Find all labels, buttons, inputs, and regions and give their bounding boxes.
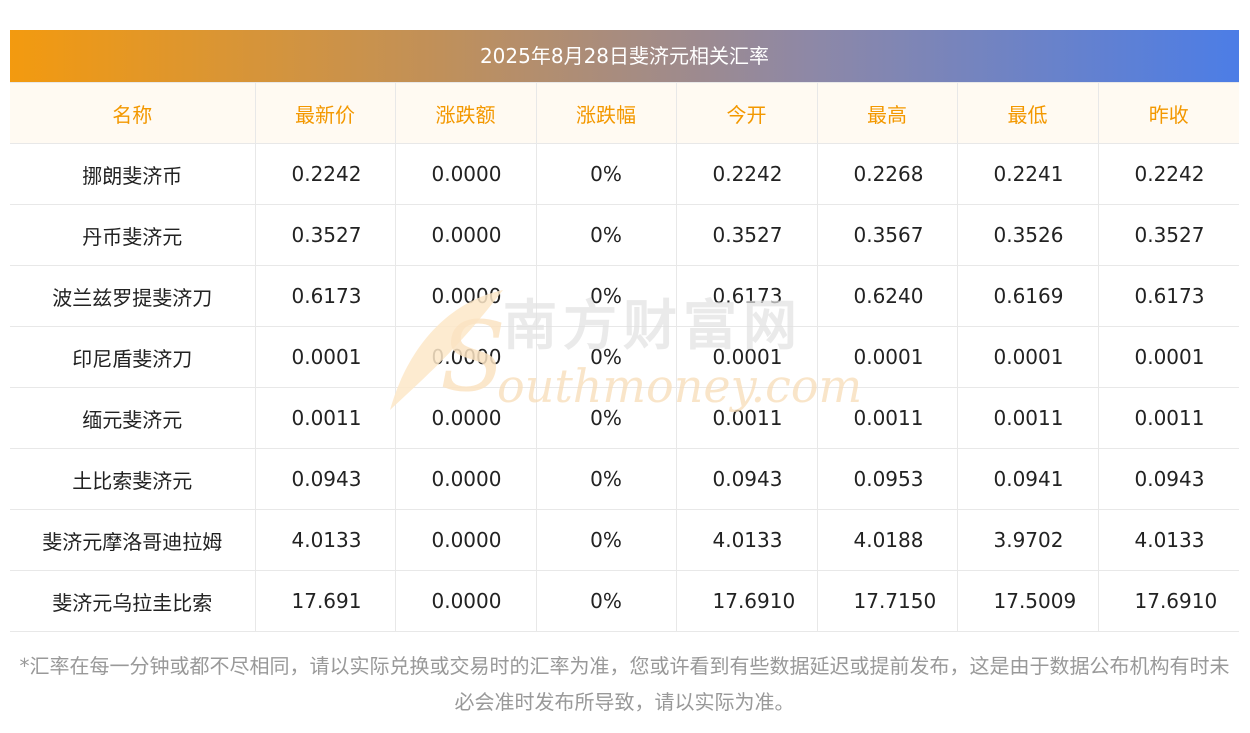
cell-change: 0.0000 bbox=[394, 204, 537, 266]
cell-high: 0.2268 bbox=[816, 143, 958, 205]
cell-latest: 0.0943 bbox=[254, 448, 396, 510]
table-row: 挪朗斐济币 0.2242 0.0000 0% 0.2242 0.2268 0.2… bbox=[10, 143, 1239, 205]
cell-high: 4.0188 bbox=[816, 509, 958, 571]
cell-low: 0.0001 bbox=[956, 326, 1099, 388]
cell-high: 0.6240 bbox=[816, 265, 958, 327]
cell-high: 17.7150 bbox=[816, 570, 958, 632]
cell-low: 3.9702 bbox=[956, 509, 1099, 571]
cell-prev-close: 0.6173 bbox=[1097, 265, 1239, 327]
cell-open: 0.2242 bbox=[675, 143, 818, 205]
cell-change-pct: 0% bbox=[535, 265, 677, 327]
cell-prev-close: 17.6910 bbox=[1097, 570, 1239, 632]
cell-change: 0.0000 bbox=[394, 143, 537, 205]
column-header-low: 最低 bbox=[956, 82, 1099, 144]
cell-low: 17.5009 bbox=[956, 570, 1099, 632]
cell-change: 0.0000 bbox=[394, 265, 537, 327]
disclaimer-note: *汇率在每一分钟或都不尽相同，请以实际兑换或交易时的汇率为准，您或许看到有些数据… bbox=[19, 654, 1230, 714]
column-header-change: 涨跌额 bbox=[394, 82, 537, 144]
cell-change: 0.0000 bbox=[394, 326, 537, 388]
cell-change: 0.0000 bbox=[394, 448, 537, 510]
cell-latest: 17.691 bbox=[254, 570, 396, 632]
column-header-change-pct: 涨跌幅 bbox=[535, 82, 677, 144]
table-row: 斐济元摩洛哥迪拉姆 4.0133 0.0000 0% 4.0133 4.0188… bbox=[10, 509, 1239, 571]
cell-name: 丹币斐济元 bbox=[10, 204, 256, 266]
cell-prev-close: 4.0133 bbox=[1097, 509, 1239, 571]
cell-prev-close: 0.0943 bbox=[1097, 448, 1239, 510]
cell-change-pct: 0% bbox=[535, 448, 677, 510]
cell-prev-close: 0.2242 bbox=[1097, 143, 1239, 205]
cell-change-pct: 0% bbox=[535, 326, 677, 388]
cell-name: 斐济元摩洛哥迪拉姆 bbox=[10, 509, 256, 571]
table-row: 斐济元乌拉圭比索 17.691 0.0000 0% 17.6910 17.715… bbox=[10, 570, 1239, 632]
column-header-open: 今开 bbox=[675, 82, 818, 144]
cell-name: 波兰兹罗提斐济刀 bbox=[10, 265, 256, 327]
column-header-latest: 最新价 bbox=[254, 82, 396, 144]
cell-low: 0.0011 bbox=[956, 387, 1099, 449]
cell-open: 17.6910 bbox=[675, 570, 818, 632]
cell-open: 0.0011 bbox=[675, 387, 818, 449]
cell-name: 缅元斐济元 bbox=[10, 387, 256, 449]
cell-change-pct: 0% bbox=[535, 204, 677, 266]
cell-change: 0.0000 bbox=[394, 570, 537, 632]
table-row: 丹币斐济元 0.3527 0.0000 0% 0.3527 0.3567 0.3… bbox=[10, 204, 1239, 266]
cell-latest: 4.0133 bbox=[254, 509, 396, 571]
cell-change-pct: 0% bbox=[535, 387, 677, 449]
cell-name: 斐济元乌拉圭比索 bbox=[10, 570, 256, 632]
table-header-row: 名称 最新价 涨跌额 涨跌幅 今开 最高 最低 昨收 bbox=[10, 82, 1239, 144]
column-header-high: 最高 bbox=[816, 82, 958, 144]
cell-low: 0.3526 bbox=[956, 204, 1099, 266]
cell-name: 印尼盾斐济刀 bbox=[10, 326, 256, 388]
cell-low: 0.0941 bbox=[956, 448, 1099, 510]
cell-name: 土比索斐济元 bbox=[10, 448, 256, 510]
cell-open: 0.0943 bbox=[675, 448, 818, 510]
table-row: 缅元斐济元 0.0011 0.0000 0% 0.0011 0.0011 0.0… bbox=[10, 387, 1239, 449]
cell-high: 0.3567 bbox=[816, 204, 958, 266]
cell-name: 挪朗斐济币 bbox=[10, 143, 256, 205]
cell-high: 0.0001 bbox=[816, 326, 958, 388]
cell-prev-close: 0.0011 bbox=[1097, 387, 1239, 449]
table-title: 2025年8月28日斐济元相关汇率 bbox=[10, 30, 1239, 82]
table-row: 土比索斐济元 0.0943 0.0000 0% 0.0943 0.0953 0.… bbox=[10, 448, 1239, 510]
cell-change: 0.0000 bbox=[394, 387, 537, 449]
column-header-name: 名称 bbox=[10, 82, 256, 144]
cell-latest: 0.2242 bbox=[254, 143, 396, 205]
table-row: 印尼盾斐济刀 0.0001 0.0000 0% 0.0001 0.0001 0.… bbox=[10, 326, 1239, 388]
cell-high: 0.0953 bbox=[816, 448, 958, 510]
cell-low: 0.6169 bbox=[956, 265, 1099, 327]
column-header-prev-close: 昨收 bbox=[1097, 82, 1239, 144]
cell-latest: 0.0011 bbox=[254, 387, 396, 449]
cell-low: 0.2241 bbox=[956, 143, 1099, 205]
cell-open: 0.3527 bbox=[675, 204, 818, 266]
cell-change-pct: 0% bbox=[535, 570, 677, 632]
cell-open: 0.0001 bbox=[675, 326, 818, 388]
cell-change-pct: 0% bbox=[535, 143, 677, 205]
cell-change: 0.0000 bbox=[394, 509, 537, 571]
table-row: 波兰兹罗提斐济刀 0.6173 0.0000 0% 0.6173 0.6240 … bbox=[10, 265, 1239, 327]
exchange-rate-table: 名称 最新价 涨跌额 涨跌幅 今开 最高 最低 昨收 挪朗斐济币 0.2242 … bbox=[10, 82, 1239, 632]
cell-high: 0.0011 bbox=[816, 387, 958, 449]
cell-open: 4.0133 bbox=[675, 509, 818, 571]
cell-latest: 0.0001 bbox=[254, 326, 396, 388]
cell-latest: 0.3527 bbox=[254, 204, 396, 266]
cell-prev-close: 0.0001 bbox=[1097, 326, 1239, 388]
cell-open: 0.6173 bbox=[675, 265, 818, 327]
cell-prev-close: 0.3527 bbox=[1097, 204, 1239, 266]
cell-latest: 0.6173 bbox=[254, 265, 396, 327]
cell-change-pct: 0% bbox=[535, 509, 677, 571]
rate-table-container: 2025年8月28日斐济元相关汇率 名称 最新价 涨跌额 涨跌幅 今开 最高 最… bbox=[10, 30, 1239, 632]
